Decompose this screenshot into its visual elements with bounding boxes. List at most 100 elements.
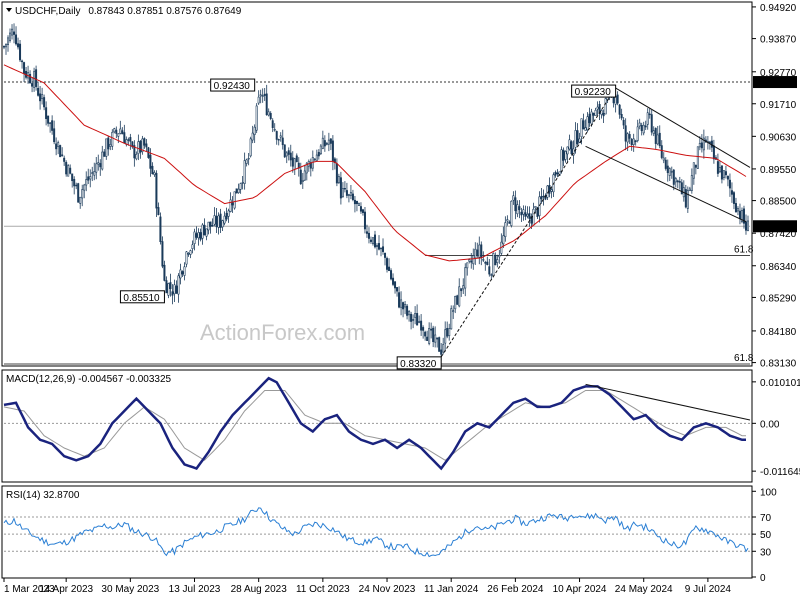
candle [672, 168, 675, 191]
candle [105, 138, 108, 160]
candle-body [524, 212, 527, 217]
candle [702, 129, 705, 159]
candle-body [730, 190, 733, 195]
candle-body [341, 188, 344, 197]
candle [319, 144, 322, 156]
candle [17, 37, 20, 50]
candle-body [85, 179, 88, 186]
candle [502, 226, 505, 249]
candle-body [207, 221, 210, 231]
candle [155, 170, 158, 217]
candle-body [273, 129, 276, 131]
candle [656, 125, 659, 146]
candle-body [738, 210, 741, 219]
candle [339, 171, 342, 205]
price-title: USDCHF,Daily 0.87843 0.87851 0.87576 0.8… [15, 6, 242, 17]
candle-body [127, 139, 130, 141]
candle-body [708, 141, 711, 144]
candle-body [231, 202, 234, 206]
candle [518, 200, 521, 219]
panel-collapse-icon[interactable] [6, 8, 12, 12]
x-tick-label: 24 May 2024 [615, 584, 673, 595]
candle-body [532, 208, 535, 226]
candle-body [460, 288, 463, 292]
candle-body [656, 134, 659, 145]
candle-body [702, 137, 705, 151]
candle-body [223, 215, 226, 224]
candle-body [612, 97, 615, 104]
candle [373, 230, 376, 249]
x-tick-label: 28 Aug 2023 [231, 584, 288, 595]
candle [77, 182, 80, 203]
candle [253, 124, 256, 143]
candle-body [530, 216, 533, 224]
candle [175, 280, 178, 294]
candle [624, 118, 627, 151]
candle [444, 321, 447, 352]
candle-body [584, 127, 587, 131]
price-tick-label: 0.94920 [760, 3, 797, 14]
candle-body [69, 167, 72, 174]
trend-line [615, 87, 751, 168]
candle [388, 258, 391, 272]
candle-body [628, 134, 631, 139]
candle [556, 169, 559, 178]
candle-body [664, 159, 667, 169]
candle-body [73, 178, 76, 187]
candle-body [329, 138, 332, 144]
candle [464, 263, 467, 297]
candle-body [596, 106, 599, 110]
candle [448, 323, 451, 341]
candle-body [241, 182, 244, 184]
candle [588, 107, 591, 127]
candle-body [79, 196, 82, 204]
candle [269, 111, 272, 121]
candle-body [13, 31, 16, 35]
candle-body [402, 302, 405, 310]
candle [275, 130, 278, 145]
price-tick-label: 0.86340 [760, 262, 797, 273]
candle-body [662, 157, 665, 161]
candle [436, 337, 439, 348]
candle-body [181, 271, 184, 275]
candle [630, 137, 633, 151]
candle [406, 304, 409, 320]
price-panel-frame [1, 1, 753, 367]
candle [189, 249, 192, 259]
price-annotations: 0.92430 0.85510 0.83320 0.92230 [119, 78, 617, 370]
candle [281, 129, 284, 150]
candle-body [744, 221, 747, 231]
candle [263, 88, 266, 101]
candle [742, 205, 745, 229]
candle-body [43, 97, 46, 108]
candle [323, 135, 326, 152]
candle-body [716, 161, 719, 174]
candle [329, 138, 332, 151]
candle-body [674, 178, 677, 183]
candle-body [428, 328, 431, 344]
candle [568, 134, 571, 151]
candle-body [5, 43, 8, 48]
ohlc-values: 0.87843 0.87851 0.87576 0.87649 [88, 6, 241, 17]
candle-body [560, 149, 563, 172]
candle-body [279, 135, 282, 138]
candle [538, 191, 541, 223]
candle [75, 182, 78, 190]
candle-body [183, 266, 186, 276]
candle [169, 273, 172, 297]
candle-body [468, 259, 471, 262]
candle [233, 191, 236, 210]
candle-body [422, 327, 425, 331]
candle [522, 205, 525, 221]
candle [15, 26, 18, 46]
candle [658, 125, 661, 149]
candle [686, 186, 689, 213]
candle [476, 242, 479, 258]
candle-body [686, 190, 689, 209]
candle-body [550, 189, 553, 192]
candle [375, 243, 379, 256]
candle-body [538, 196, 541, 216]
candle-body [373, 234, 376, 248]
candle [53, 120, 56, 145]
candle [63, 155, 66, 166]
